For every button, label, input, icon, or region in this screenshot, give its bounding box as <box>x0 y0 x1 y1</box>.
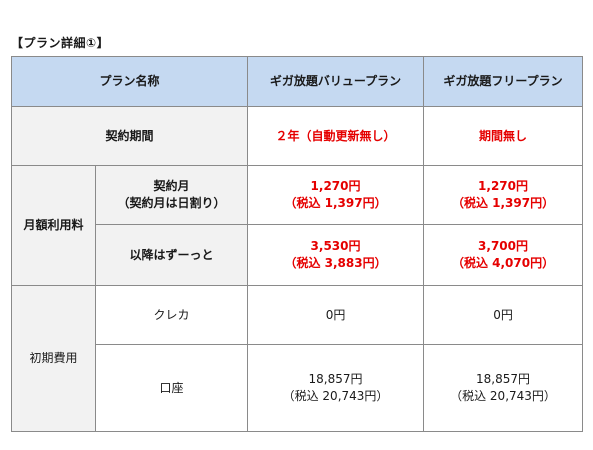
credit-plan-a: 0円 <box>247 285 425 345</box>
bank-label: 口座 <box>94 344 249 432</box>
after-plan-a: 3,530円 （税込 3,883円） <box>247 224 425 286</box>
contract-period-label: 契約期間 <box>10 106 249 166</box>
header-plan-b: ギガ放題フリープラン <box>423 56 584 107</box>
table-row-contract-month: 月額利用料 契約月 （契約月は日割り） 1,270円 （税込 1,397円） 1… <box>11 165 584 286</box>
contract-month-plan-a-price: 1,270円 <box>310 179 361 193</box>
contract-month-plan-a-tax: （税込 1,397円） <box>284 196 387 210</box>
after-label: 以降はずーっと <box>94 224 249 286</box>
contract-month-plan-b-tax: （税込 1,397円） <box>451 196 555 210</box>
bank-plan-b: 18,857円 （税込 20,743円） <box>423 344 584 432</box>
contract-month-plan-b-price: 1,270円 <box>478 179 528 193</box>
after-plan-a-price: 3,530円 <box>310 239 361 253</box>
bank-plan-a-tax: （税込 20,743円） <box>282 389 389 403</box>
table-row-credit: 初期費用 クレカ 0円 0円 <box>11 285 584 432</box>
credit-plan-b: 0円 <box>423 285 584 345</box>
plan-details-table: プラン名称 ギガ放題バリュープラン ギガ放題フリープラン 契約期間 ２年（自動更… <box>10 56 584 432</box>
contract-month-label-line2: （契約月は日割り） <box>117 196 226 210</box>
contract-month-label: 契約月 （契約月は日割り） <box>94 165 249 225</box>
header-plan-name: プラン名称 <box>10 56 249 107</box>
contract-month-plan-a: 1,270円 （税込 1,397円） <box>247 165 425 225</box>
contract-period-plan-a: ２年（自動更新無し） <box>247 106 425 166</box>
contract-period-plan-b: 期間無し <box>423 106 584 166</box>
bank-plan-a: 18,857円 （税込 20,743円） <box>247 344 425 432</box>
after-plan-b: 3,700円 （税込 4,070円） <box>423 224 584 286</box>
monthly-fee-label: 月額利用料 <box>11 165 96 286</box>
after-plan-b-tax: （税込 4,070円） <box>451 256 555 270</box>
header-plan-a: ギガ放題バリュープラン <box>247 56 425 107</box>
table-row-after: 以降はずーっと 3,530円 （税込 3,883円） 3,700円 （税込 4,… <box>12 224 584 286</box>
after-plan-b-price: 3,700円 <box>478 239 528 253</box>
table-caption: 【プラン詳細①】 <box>11 36 110 50</box>
bank-plan-b-price: 18,857円 <box>476 372 531 386</box>
table-row-header: プラン名称 ギガ放題バリュープラン ギガ放題フリープラン <box>10 56 584 107</box>
bank-plan-a-price: 18,857円 <box>308 372 363 386</box>
after-plan-a-tax: （税込 3,883円） <box>284 256 387 270</box>
credit-label: クレカ <box>94 285 249 345</box>
table-row-bank: 口座 18,857円 （税込 20,743円） 18,857円 （税込 20,7… <box>12 344 584 432</box>
contract-month-label-line1: 契約月 <box>153 179 190 193</box>
table-row-contract-period: 契約期間 ２年（自動更新無し） 期間無し <box>10 106 584 166</box>
initial-cost-label: 初期費用 <box>11 285 96 432</box>
contract-month-plan-b: 1,270円 （税込 1,397円） <box>423 165 584 225</box>
bank-plan-b-tax: （税込 20,743円） <box>450 389 556 403</box>
